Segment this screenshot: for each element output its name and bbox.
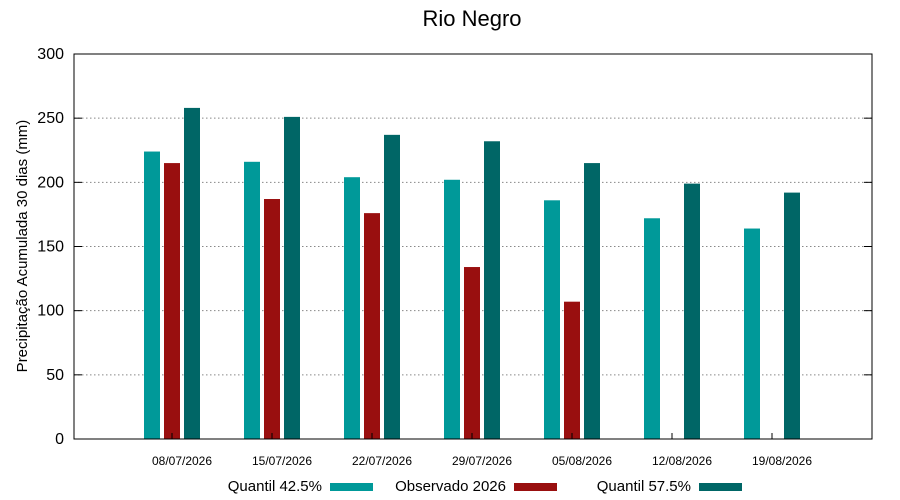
x-tick-label: 22/07/2026 (352, 454, 412, 468)
bar-quantil-42-5--5 (644, 218, 660, 439)
y-tick-label: 300 (37, 46, 64, 63)
x-axis-ticks: 08/07/2026 15/07/2026 22/07/2026 29/07/2026… (152, 433, 812, 468)
chart-title: Rio Negro (422, 6, 521, 31)
x-tick-label: 29/07/2026 (452, 454, 512, 468)
legend-swatch (514, 483, 557, 491)
bar-quantil-57-5--2 (384, 134, 400, 439)
bar-quantil-57-5--0 (184, 107, 200, 440)
bar-quantil-57-5--5 (684, 183, 700, 439)
x-tick-label: 19/08/2026 (752, 454, 812, 468)
plot-frame (73, 53, 873, 440)
legend-label: Observado 2026 (395, 478, 506, 495)
legend-label: Quantil 42.5% (228, 478, 322, 495)
y-tick-label: 150 (37, 239, 64, 256)
grid-lines (74, 117, 872, 376)
x-tick-label: 05/08/2026 (552, 454, 612, 468)
bar-quantil-42-5--1 (244, 161, 260, 440)
bar-quantil-42-5--6 (744, 228, 760, 439)
legend: Quantil 42.5% Observado 2026 Quantil 57.5% (228, 478, 742, 495)
y-axis-label: Precipitação Acumulada 30 dias (mm) (14, 120, 31, 373)
bar-observado-2026-1 (264, 199, 280, 439)
x-tick-label: 08/07/2026 (152, 454, 212, 468)
bar-quantil-42-5--0 (144, 151, 160, 440)
bar-quantil-57-5--3 (484, 141, 500, 439)
bar-quantil-57-5--6 (784, 192, 800, 439)
y-axis-ticks: 0 50 100 150 200 250 300 (37, 46, 872, 448)
bar-observado-2026-4 (564, 301, 580, 439)
legend-label: Quantil 57.5% (597, 478, 691, 495)
bar-observado-2026-0 (164, 163, 180, 440)
legend-swatch (330, 483, 373, 491)
legend-swatch (699, 483, 742, 491)
bar-quantil-42-5--2 (344, 177, 360, 439)
bars-group (144, 107, 800, 440)
x-tick-label: 12/08/2026 (652, 454, 712, 468)
y-tick-label: 0 (55, 431, 64, 448)
x-tick-label: 15/07/2026 (252, 454, 312, 468)
bar-quantil-42-5--4 (544, 200, 560, 439)
y-tick-label: 50 (46, 367, 64, 384)
bar-observado-2026-3 (464, 267, 480, 439)
bar-quantil-42-5--3 (444, 179, 460, 439)
bar-observado-2026-2 (364, 213, 380, 439)
bar-quantil-57-5--4 (584, 163, 600, 440)
y-tick-label: 100 (37, 303, 64, 320)
y-tick-label: 200 (37, 174, 64, 191)
y-tick-label: 250 (37, 110, 64, 127)
bar-quantil-57-5--1 (284, 116, 300, 439)
